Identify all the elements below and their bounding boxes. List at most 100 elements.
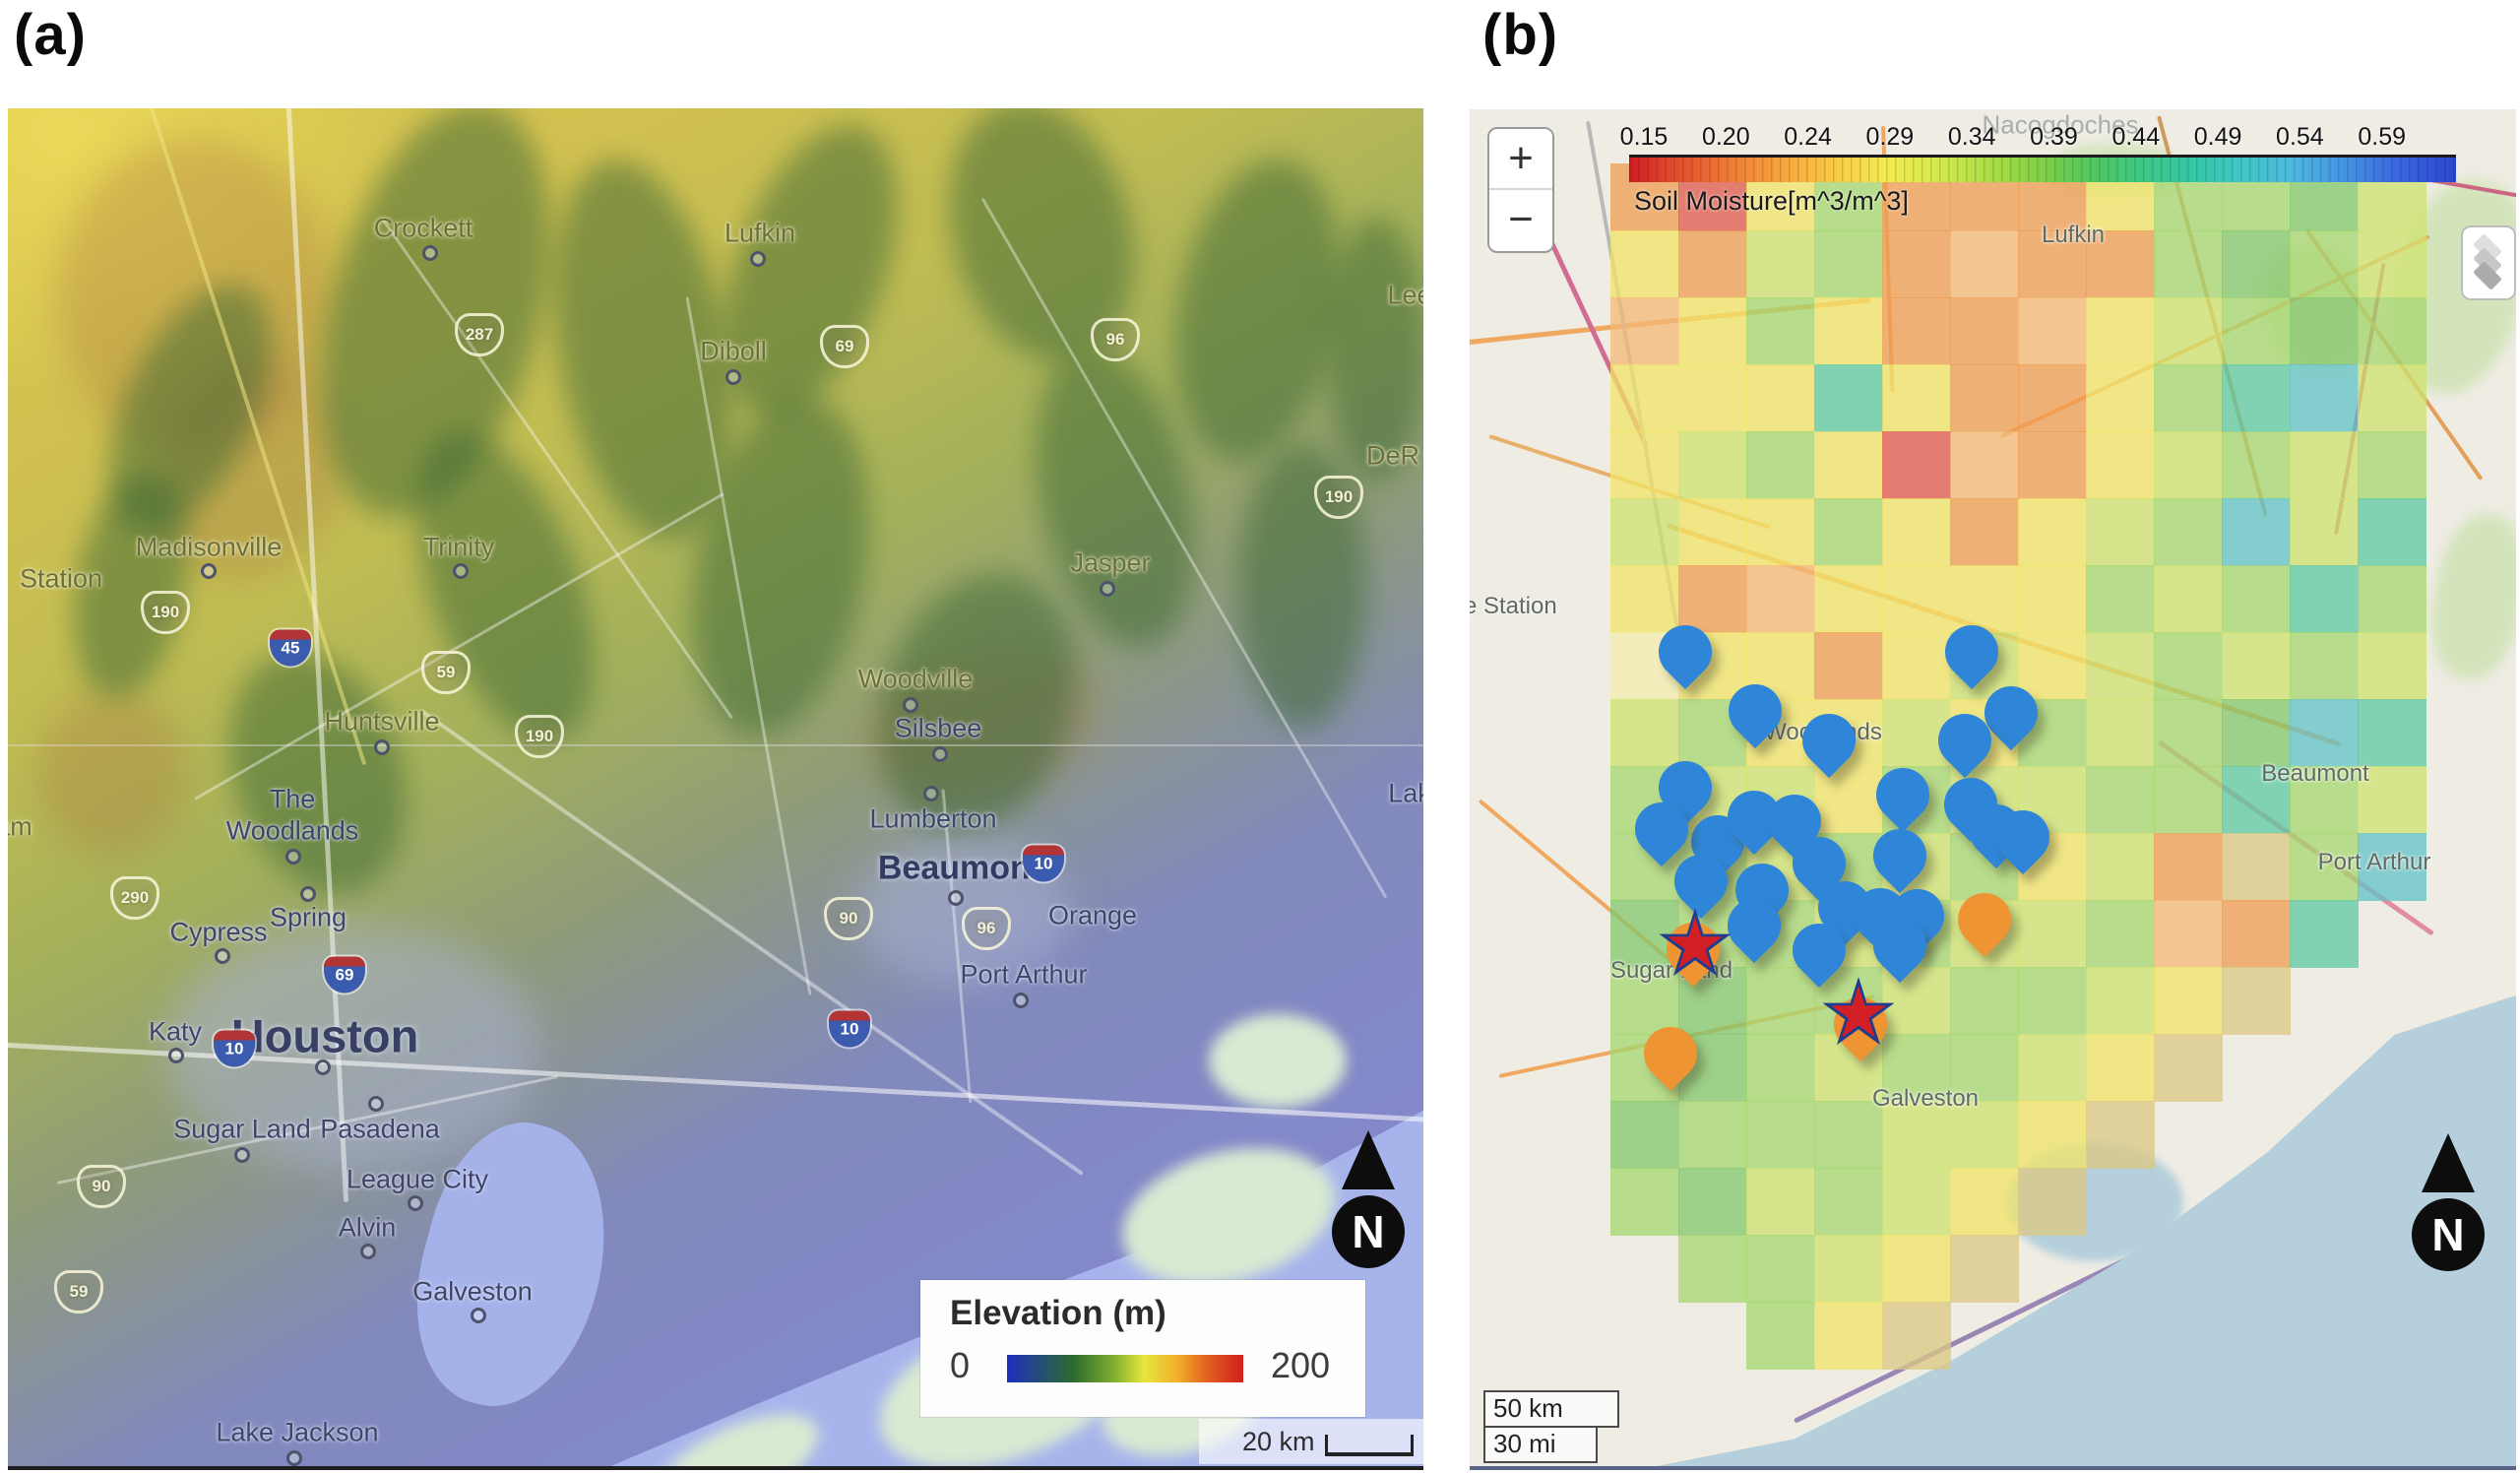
- soil-moisture-cell: [1882, 565, 1951, 633]
- basemap-label: Port Arthur: [2317, 849, 2431, 875]
- blue-station-pin[interactable]: [1781, 912, 1858, 989]
- city-dot: [286, 1450, 302, 1466]
- soil-moisture-cell: [2018, 1034, 2087, 1102]
- city-dot: [422, 245, 438, 261]
- us-route-shield: 59: [421, 651, 471, 694]
- soil-moisture-cell: [1678, 297, 1747, 365]
- colorbar-tick: 0.20: [1701, 123, 1750, 151]
- city-label: Katy: [148, 1016, 203, 1047]
- us-route-shield: 59: [54, 1270, 103, 1314]
- blue-station-pin[interactable]: [1663, 843, 1739, 920]
- soil-moisture-cell: [1610, 364, 1679, 432]
- city-label: Woodville: [857, 664, 974, 694]
- soil-moisture-cell: [2222, 498, 2291, 566]
- soil-moisture-cell: [1814, 431, 1883, 499]
- blue-station-pin[interactable]: [1933, 613, 2010, 690]
- blue-station-pin[interactable]: [1926, 702, 2003, 779]
- colorbar-tick: 0.34: [1947, 123, 1996, 151]
- soil-moisture-cell: [2154, 699, 2223, 767]
- soil-moisture-cell: [1882, 1101, 1951, 1169]
- soil-moisture-cell: [1746, 565, 1815, 633]
- legend-max: 200: [1271, 1345, 1331, 1385]
- us-route-shield: 96: [1091, 318, 1140, 361]
- road-line: [8, 744, 1423, 746]
- soil-moisture-cell: [2154, 766, 2223, 834]
- colorbar-tick: 0.54: [2276, 123, 2324, 151]
- us-route-shield: 287: [455, 313, 504, 356]
- pin-shape: [1716, 887, 1793, 964]
- soil-moisture-cell: [1678, 1168, 1747, 1236]
- north-circle: N: [1332, 1195, 1405, 1268]
- city-dot: [1013, 993, 1029, 1008]
- blue-station-pin[interactable]: [1861, 817, 1938, 894]
- soil-moisture-cell: [1882, 1235, 1951, 1303]
- soil-moisture-cell: [1678, 230, 1747, 298]
- soil-moisture-colorbar: [1629, 155, 2456, 182]
- colorbar-tick: 0.39: [2030, 123, 2078, 151]
- scale-control: 50 km 30 mi: [1483, 1390, 1619, 1463]
- soil-moisture-cell: [2018, 498, 2087, 566]
- soil-moisture-cell: [1814, 297, 1883, 365]
- soil-moisture-cell: [2086, 699, 2155, 767]
- soil-moisture-cell: [1746, 967, 1815, 1035]
- soil-moisture-cell: [1882, 297, 1951, 365]
- blue-station-pin[interactable]: [1973, 674, 2049, 751]
- layers-button[interactable]: [2461, 225, 2516, 300]
- blue-station-pin[interactable]: [1717, 673, 1794, 749]
- blue-station-pin[interactable]: [1647, 613, 1724, 690]
- city-label: Lak: [1388, 778, 1423, 808]
- us-route-shield: 96: [962, 907, 1011, 950]
- panel-b-label: (b): [1482, 3, 1559, 67]
- soil-moisture-cell: [1610, 699, 1679, 767]
- soil-moisture-cell: [1814, 766, 1883, 834]
- city-label: Huntsville: [324, 706, 440, 737]
- soil-moisture-cell: [1814, 632, 1883, 700]
- soil-moisture-cell: [2154, 967, 2223, 1035]
- soil-moisture-cell: [1814, 1235, 1883, 1303]
- city-dot: [215, 948, 230, 964]
- city-label: Galveston: [412, 1276, 533, 1307]
- blue-station-pin[interactable]: [1716, 887, 1793, 964]
- soil-moisture-cell: [2086, 230, 2155, 298]
- zoom-out-button[interactable]: −: [1489, 190, 1552, 249]
- soil-moisture-cell: [1950, 967, 2019, 1035]
- elevation-map-panel[interactable]: Crockett Madisonville Trinity Huntsville Luf…: [8, 108, 1423, 1470]
- soil-moisture-cell: [2222, 699, 2291, 767]
- zoom-in-button[interactable]: +: [1489, 129, 1552, 188]
- orange-station-pin[interactable]: [1946, 881, 2023, 958]
- soil-moisture-cell: [2222, 230, 2291, 298]
- soil-moisture-cell: [1610, 498, 1679, 566]
- soil-moisture-cell: [2222, 967, 2291, 1035]
- soil-moisture-cell: [2358, 498, 2426, 566]
- soil-moisture-cell: [2222, 431, 2291, 499]
- city-dot: [368, 1096, 384, 1112]
- blue-station-pin[interactable]: [1864, 756, 1941, 833]
- city-label: Trinity: [422, 532, 495, 562]
- north-arrow-icon: [1342, 1130, 1395, 1189]
- soil-moisture-cell: [2290, 833, 2359, 901]
- soil-moisture-cell: [2358, 431, 2426, 499]
- blue-station-pin[interactable]: [1984, 799, 2061, 875]
- soil-moisture-cell: [1950, 297, 2019, 365]
- city-label: Orange: [1047, 900, 1138, 930]
- soil-moisture-cell: [2222, 565, 2291, 633]
- city-label: Spring: [269, 902, 347, 932]
- soil-moisture-cell: [1814, 364, 1883, 432]
- soil-moisture-cell: [1610, 230, 1679, 298]
- blue-station-pin[interactable]: [1861, 907, 1938, 984]
- scale-bar-bracket: [1325, 1435, 1414, 1456]
- soil-moisture-cell: [1950, 364, 2019, 432]
- city-dot: [201, 563, 217, 579]
- forest-patch: [2420, 506, 2516, 687]
- city-dot: [285, 849, 301, 865]
- soil-moisture-map-panel[interactable]: NacogdochesLufkinege StationWoodlandsSug…: [1470, 109, 2516, 1470]
- soil-moisture-cell: [1678, 364, 1747, 432]
- pin-shape: [1647, 613, 1724, 690]
- orange-station-pin[interactable]: [1632, 1015, 1709, 1092]
- city-label: Silsbee: [894, 713, 982, 743]
- soil-moisture-cell: [1950, 1168, 2019, 1236]
- blue-station-pin[interactable]: [1791, 702, 1867, 779]
- scale-bar: 20 km: [1199, 1419, 1423, 1464]
- soil-moisture-cell: [1882, 967, 1951, 1035]
- us-route-shield: 90: [824, 897, 873, 940]
